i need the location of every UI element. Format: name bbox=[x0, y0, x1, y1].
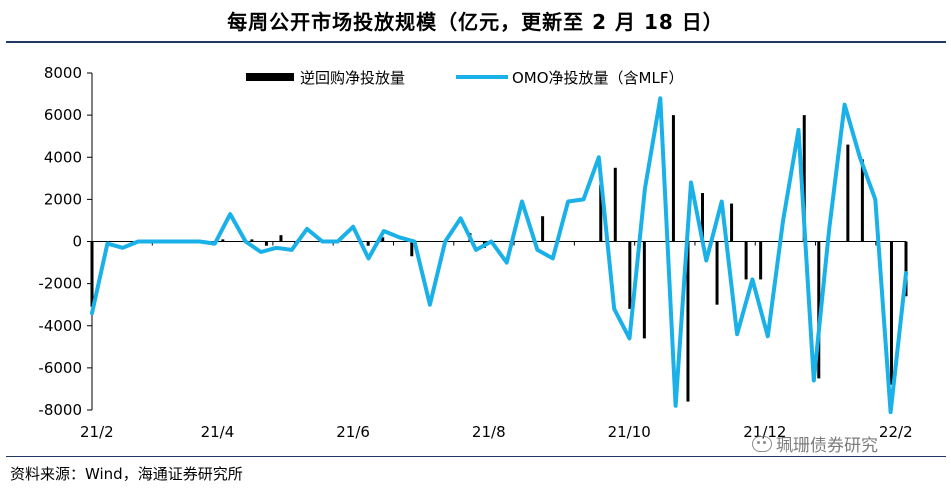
y-tick-label: 6000 bbox=[44, 106, 82, 124]
bar bbox=[715, 241, 719, 305]
bar bbox=[221, 239, 225, 242]
x-tick-label: 21/6 bbox=[336, 423, 370, 441]
x-tick-label: 21/2 bbox=[80, 423, 114, 441]
source-note: 资料来源：Wind，海通证券研究所 bbox=[10, 465, 243, 483]
legend-line-label: OMO净投放量（含MLF） bbox=[512, 69, 683, 87]
chart-legend: 逆回购净投放量 OMO净投放量（含MLF） bbox=[246, 69, 683, 87]
bar bbox=[744, 241, 748, 280]
bar bbox=[730, 203, 734, 242]
footer-divider bbox=[6, 456, 946, 457]
y-tick-label: 0 bbox=[72, 233, 82, 251]
bar bbox=[599, 184, 603, 242]
bar bbox=[802, 115, 806, 242]
bar bbox=[541, 216, 545, 242]
x-tick-label: 21/4 bbox=[201, 423, 235, 441]
title-divider bbox=[6, 41, 946, 43]
chart-title: 每周公开市场投放规模（亿元，更新至 2 月 18 日） bbox=[227, 10, 724, 34]
chart-canvas: 8000 6000 4000 2000 0 -2000 -4000 -6000 -8000 21/… bbox=[38, 64, 912, 441]
bar bbox=[817, 241, 821, 379]
y-tick-label: -6000 bbox=[38, 359, 82, 377]
legend-bar-label: 逆回购净投放量 bbox=[300, 69, 405, 87]
watermark-text: 珮珊债券研究 bbox=[776, 436, 878, 456]
omo-line bbox=[90, 96, 908, 415]
bar bbox=[889, 241, 893, 385]
y-tick-label: 2000 bbox=[44, 190, 82, 208]
chart-axes: 8000 6000 4000 2000 0 -2000 -4000 -6000 -8000 21/… bbox=[38, 64, 912, 441]
bar bbox=[279, 235, 283, 242]
x-tick-label: 22/2 bbox=[879, 423, 913, 441]
y-tick-label: 4000 bbox=[44, 148, 82, 166]
legend-bar-swatch bbox=[246, 73, 294, 81]
y-tick-label: 8000 bbox=[44, 64, 82, 82]
bar bbox=[642, 241, 646, 339]
y-tick-label: -8000 bbox=[38, 401, 82, 419]
bar bbox=[671, 115, 675, 242]
x-tick-label: 21/8 bbox=[472, 423, 506, 441]
bar bbox=[860, 159, 864, 242]
bar bbox=[613, 167, 617, 242]
bar bbox=[410, 241, 414, 257]
y-tick-label: -4000 bbox=[38, 317, 82, 335]
bar bbox=[759, 241, 763, 280]
bar-series bbox=[90, 115, 908, 402]
line-series bbox=[90, 96, 908, 415]
bar bbox=[701, 193, 704, 242]
x-tick-label: 21/10 bbox=[608, 423, 651, 441]
bar bbox=[366, 241, 370, 246]
bar bbox=[686, 241, 690, 402]
y-tick-label: -2000 bbox=[38, 275, 82, 293]
watermark: 珮珊债券研究 bbox=[752, 431, 878, 456]
bar bbox=[250, 239, 254, 242]
bar bbox=[846, 144, 850, 242]
bar bbox=[90, 241, 94, 307]
bar bbox=[381, 237, 385, 242]
x-tick-label: 21/12 bbox=[743, 423, 786, 441]
bar bbox=[264, 241, 268, 246]
bar bbox=[628, 241, 632, 309]
bar bbox=[904, 241, 908, 297]
wechat-icon bbox=[752, 435, 772, 452]
